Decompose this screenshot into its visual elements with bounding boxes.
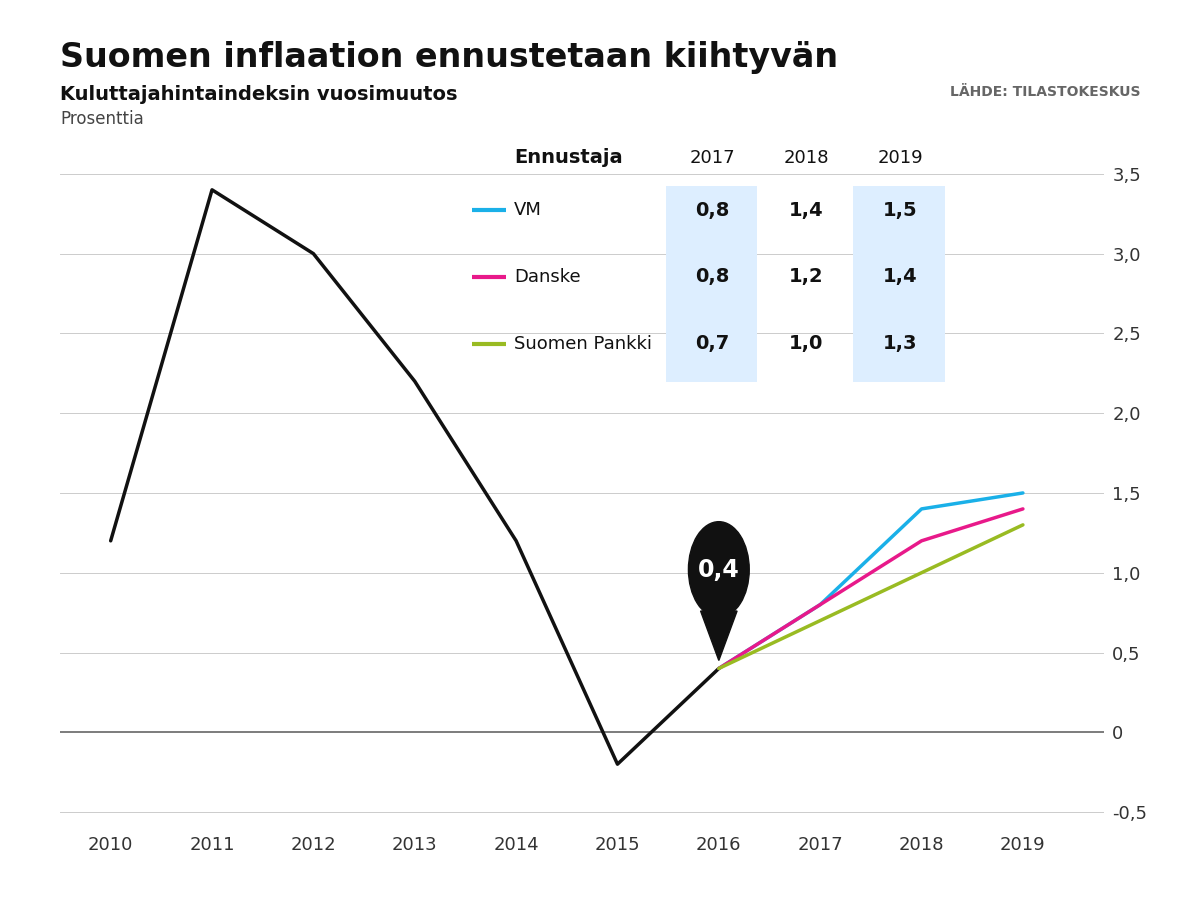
- Text: 1,2: 1,2: [790, 267, 823, 286]
- FancyBboxPatch shape: [666, 185, 757, 382]
- Text: 2019: 2019: [877, 148, 923, 166]
- Circle shape: [689, 522, 749, 617]
- Text: 0,4: 0,4: [698, 557, 739, 581]
- FancyBboxPatch shape: [853, 185, 946, 382]
- Text: Ennustaja: Ennustaja: [514, 148, 623, 167]
- Text: 1,4: 1,4: [790, 201, 823, 220]
- Text: 2018: 2018: [784, 148, 829, 166]
- Text: 1,4: 1,4: [883, 267, 918, 286]
- Text: 0,8: 0,8: [695, 267, 730, 286]
- Text: 1,0: 1,0: [790, 334, 823, 353]
- Text: Suomen Pankki: Suomen Pankki: [514, 335, 652, 353]
- Text: 0,8: 0,8: [695, 201, 730, 220]
- Text: Prosenttia: Prosenttia: [60, 110, 144, 128]
- Text: Kuluttajahintaindeksin vuosimuutos: Kuluttajahintaindeksin vuosimuutos: [60, 86, 457, 104]
- Polygon shape: [701, 611, 737, 661]
- Text: 0,7: 0,7: [695, 334, 730, 353]
- Text: 1,5: 1,5: [883, 201, 918, 220]
- Text: Danske: Danske: [514, 268, 581, 286]
- Text: Suomen inflaation ennustetaan kiihtyvän: Suomen inflaation ennustetaan kiihtyvän: [60, 40, 838, 74]
- Text: 1,3: 1,3: [883, 334, 918, 353]
- Text: VM: VM: [514, 202, 542, 220]
- Text: 2017: 2017: [690, 148, 736, 166]
- Text: LÄHDE: TILASTOKESKUS: LÄHDE: TILASTOKESKUS: [949, 86, 1140, 100]
